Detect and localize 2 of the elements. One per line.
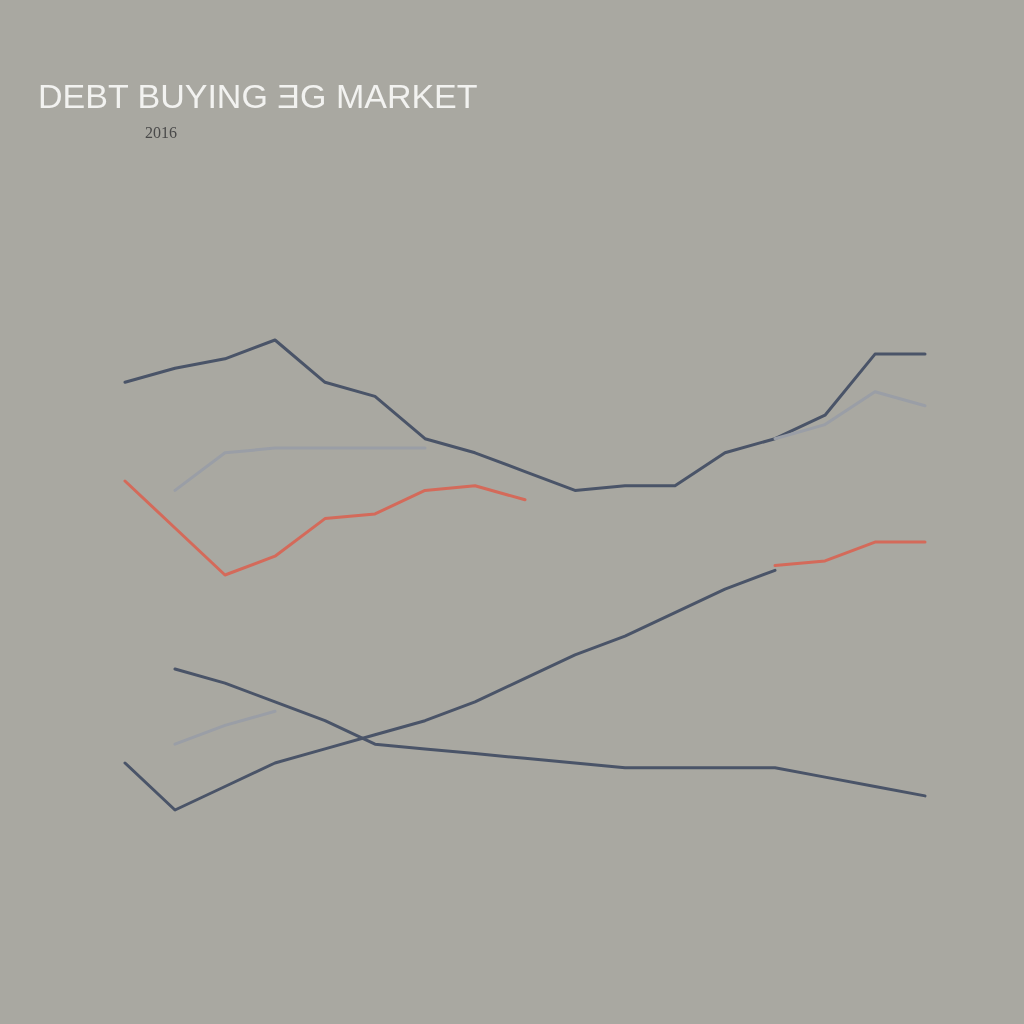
chart-title: DEBT BUYING ƎG MARKET — [38, 77, 478, 115]
chart-subtitle: 2016 — [145, 124, 177, 141]
